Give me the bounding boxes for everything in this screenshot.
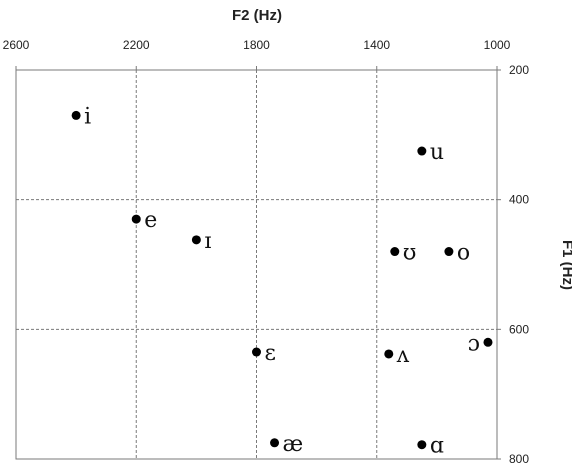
x-tick-label: 1000 bbox=[484, 38, 511, 52]
x-tick-label: 1800 bbox=[243, 38, 270, 52]
vowel-label: u bbox=[430, 140, 444, 165]
x-axis-title: F2 (Hz) bbox=[232, 7, 282, 24]
vowel-point bbox=[417, 440, 427, 450]
axis-ticks: 2600 2200 1800 1400 1000 200 400 600 800 bbox=[3, 38, 530, 466]
y-tick-label: 600 bbox=[509, 322, 529, 336]
vowel-point bbox=[131, 214, 141, 224]
x-tick-label: 1400 bbox=[363, 38, 390, 52]
vowel-label: ɛ bbox=[265, 341, 276, 366]
vowel-point bbox=[252, 347, 261, 357]
vowel-point bbox=[390, 247, 400, 257]
vowel-point bbox=[191, 235, 201, 245]
vowel-point bbox=[483, 337, 493, 347]
vowel-label: ɑ bbox=[430, 434, 444, 459]
data-points: i u e ɪ ʊ o ɛ ʌ ɔ æ ɑ bbox=[71, 104, 493, 459]
vowel-label: i bbox=[84, 104, 91, 129]
vowel-label: ʊ bbox=[403, 241, 417, 266]
vowel-point bbox=[417, 146, 427, 156]
vowel-label: ɔ bbox=[468, 331, 480, 356]
vowel-point bbox=[444, 247, 454, 257]
vowel-point bbox=[384, 349, 394, 359]
y-tick-label: 800 bbox=[509, 452, 529, 466]
vowel-point bbox=[71, 110, 81, 120]
vowel-label: æ bbox=[283, 432, 304, 457]
grid bbox=[16, 70, 497, 459]
vowel-label: ʌ bbox=[396, 343, 410, 368]
vowel-label: ɪ bbox=[204, 229, 211, 254]
vowel-point bbox=[270, 438, 280, 448]
x-tick-label: 2200 bbox=[123, 38, 150, 52]
y-axis-title: F1 (Hz) bbox=[559, 240, 572, 290]
y-tick-label: 200 bbox=[509, 63, 529, 77]
vowel-label: e bbox=[144, 208, 157, 233]
y-tick-label: 400 bbox=[509, 193, 529, 207]
x-tick-label: 2600 bbox=[3, 38, 30, 52]
vowel-label: o bbox=[457, 241, 470, 266]
